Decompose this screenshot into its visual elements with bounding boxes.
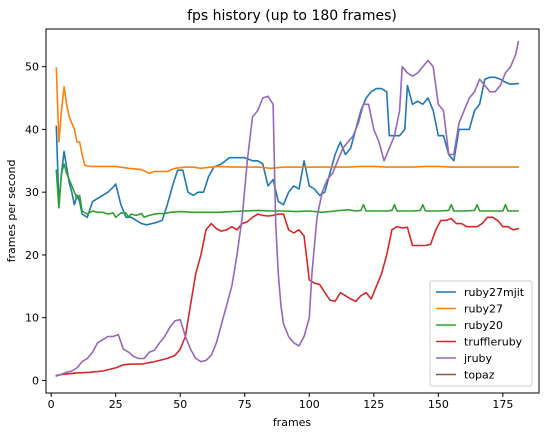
y-tick-label: 50 [25, 61, 39, 74]
x-tick-label: 150 [428, 398, 449, 411]
y-tick-label: 20 [25, 249, 39, 262]
series-line-ruby20 [55, 163, 520, 219]
legend-label-jruby: jruby [463, 352, 493, 365]
x-tick-label: 25 [109, 398, 123, 411]
y-axis-label: frames per second [5, 160, 18, 263]
x-tick-label: 175 [492, 398, 513, 411]
y-tick-label: 40 [25, 123, 39, 136]
series-line-ruby27 [55, 67, 520, 175]
legend-label-topaz: topaz [464, 369, 495, 382]
legend-label-truffleruby: truffleruby [464, 336, 523, 349]
x-tick-label: 75 [238, 398, 252, 411]
legend: ruby27mjit ruby27 ruby20 truffleruby jruby to… [429, 280, 533, 387]
x-tick-label: 0 [48, 398, 55, 411]
legend-box [429, 280, 533, 387]
x-tick-label: 100 [299, 398, 320, 411]
legend-label-ruby27: ruby27 [464, 303, 503, 316]
y-axis-ticks: 0 10 20 30 40 50 [25, 61, 46, 387]
series-line-jruby [55, 40, 520, 377]
y-tick-label: 10 [25, 312, 39, 325]
y-tick-label: 30 [25, 186, 39, 199]
plot-area [55, 40, 520, 377]
legend-label-ruby20: ruby20 [464, 319, 503, 332]
series-line-truffleruby [55, 213, 520, 377]
x-tick-label: 125 [363, 398, 384, 411]
legend-label-ruby27mjit: ruby27mjit [464, 286, 525, 299]
x-axis-ticks: 0 25 50 75 100 125 150 175 [48, 393, 513, 411]
y-tick-label: 0 [32, 374, 39, 387]
chart-title: fps history (up to 180 frames) [187, 8, 397, 24]
series-line-ruby27mjit [55, 76, 520, 226]
x-axis-label: frames [273, 416, 312, 429]
plot-frame [45, 28, 540, 394]
x-tick-label: 50 [173, 398, 187, 411]
